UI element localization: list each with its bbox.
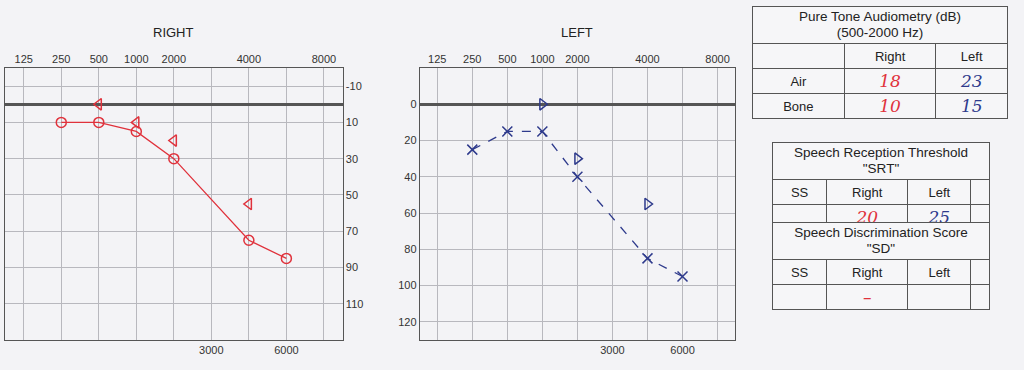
html-text:Air: Air — [790, 73, 807, 89]
svg-text:-10: -10 — [346, 80, 362, 92]
html-text:20: 20 — [856, 207, 878, 227]
html-text:25: 25 — [928, 207, 951, 227]
svg-text:80: 80 — [404, 243, 416, 255]
svg-text:30: 30 — [346, 153, 358, 165]
svg-text:50: 50 — [346, 189, 358, 201]
html-text:Bone: Bone — [783, 98, 814, 114]
svg-text:500: 500 — [90, 53, 108, 65]
svg-text:250: 250 — [52, 53, 70, 65]
html-text:Left: Left — [960, 48, 983, 64]
svg-text:110: 110 — [346, 298, 364, 310]
html-text:Right: Right — [852, 264, 883, 280]
svg-text:120: 120 — [398, 316, 416, 328]
svg-text:6000: 6000 — [670, 344, 694, 356]
svg-text:2000: 2000 — [565, 53, 589, 65]
html-text:(500-2000 Hz): (500-2000 Hz) — [836, 25, 924, 40]
svg-text:1000: 1000 — [124, 53, 148, 65]
svg-text:3000: 3000 — [199, 344, 223, 356]
svg-text:125: 125 — [15, 53, 33, 65]
svg-text:10: 10 — [346, 116, 358, 128]
svg-text:4000: 4000 — [237, 53, 261, 65]
svg-text:8000: 8000 — [705, 53, 729, 65]
svg-text:6000: 6000 — [274, 344, 298, 356]
svg-text:70: 70 — [346, 225, 358, 237]
html-text:Speech Discrimination Score: Speech Discrimination Score — [794, 225, 968, 240]
html-text:23: 23 — [960, 71, 983, 91]
html-text:Right: Right — [852, 184, 883, 200]
svg-text:0: 0 — [410, 98, 416, 110]
svg-text:8000: 8000 — [312, 53, 336, 65]
svg-text:2000: 2000 — [162, 53, 186, 65]
html-text:Pure Tone Audiometry (dB): Pure Tone Audiometry (dB) — [799, 9, 961, 24]
html-text:Left: Left — [928, 264, 951, 280]
svg-text:125: 125 — [428, 53, 446, 65]
svg-text:250: 250 — [463, 53, 481, 65]
html-text:15: 15 — [960, 96, 983, 116]
svg-text:40: 40 — [404, 171, 416, 183]
html-text:10: 10 — [879, 96, 901, 116]
svg-text:LEFT: LEFT — [561, 25, 593, 40]
svg-text:1000: 1000 — [530, 53, 554, 65]
svg-text:100: 100 — [398, 279, 416, 291]
html-text:"SRT": "SRT" — [862, 161, 900, 176]
svg-text:60: 60 — [404, 207, 416, 219]
svg-text:90: 90 — [346, 261, 358, 273]
html-text:Left: Left — [928, 184, 951, 200]
svg-text:500: 500 — [498, 53, 516, 65]
html-text:Right: Right — [874, 48, 906, 64]
svg-text:3000: 3000 — [600, 344, 624, 356]
html-text:"SD": "SD" — [866, 241, 896, 256]
html-text:Speech Reception Threshold: Speech Reception Threshold — [794, 145, 968, 160]
html-text:SS: SS — [790, 184, 809, 200]
svg-text:20: 20 — [404, 134, 416, 146]
html-text:SS: SS — [790, 264, 809, 280]
html-text:18: 18 — [879, 71, 901, 91]
svg-text:4000: 4000 — [635, 53, 659, 65]
svg-text:RIGHT: RIGHT — [153, 25, 194, 40]
